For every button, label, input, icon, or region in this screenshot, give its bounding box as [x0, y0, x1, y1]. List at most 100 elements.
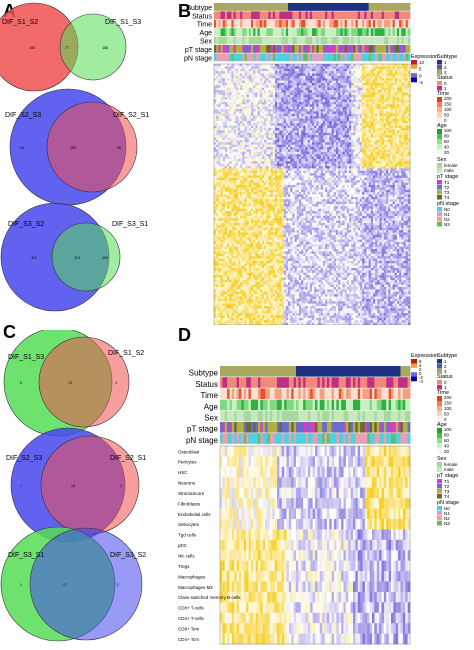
heatmap-b-legend-time-swatch-1	[437, 97, 442, 103]
heatmap-d-row-label-11: NK cells	[178, 554, 195, 559]
heatmap-d-row-label-3: HSC	[178, 470, 188, 475]
heatmap-d-legend-pn-swatch-1	[437, 506, 442, 511]
heatmap-b-legend-time-swatch-2	[437, 102, 442, 108]
heatmap-b-legend-subtype-swatch-2	[436, 64, 443, 70]
heatmap-b-legend-time-tick-4: 50	[444, 113, 450, 118]
venn-a-set-label-right-2: DIF_S2_S1	[113, 112, 149, 119]
venn-a-count-right-1: 188	[102, 46, 108, 50]
heatmap-b-track-label-4: Age	[200, 30, 213, 37]
heatmap-b-legend-pt-item-2: T2	[444, 185, 450, 190]
heatmap-d-row-label-7: Endothelial cells	[178, 512, 211, 517]
heatmap-d-track-6	[220, 422, 411, 433]
heatmap-b-track-label-2: Status	[192, 13, 212, 20]
venn-a-count-right-3: 109	[102, 256, 108, 260]
heatmap-b-track-7	[214, 53, 411, 62]
heatmap-d-row-label-13: Macrophages	[178, 574, 206, 579]
heatmap-b-legend-expression-swatch-3	[411, 68, 417, 74]
heatmap-d-row-label-14: Macrophages M2	[178, 585, 213, 590]
heatmap-b-legend-time-tick-5: 0	[444, 118, 447, 123]
heatmap-d-row-label-19: CD4+ Tcm	[178, 637, 199, 642]
heatmap-b-track-label-6: pT stage	[185, 47, 212, 54]
heatmap-d-legend-time-tick-3: 100	[444, 406, 452, 411]
heatmap-d-track-label-6: pT stage	[187, 425, 219, 434]
heatmap-d-track-label-5: Sex	[204, 414, 218, 423]
heatmap-b-legend-pt-title: pT stage	[437, 174, 458, 180]
heatmap-b-legend-subtype-item-2: 2	[444, 65, 447, 70]
heatmap-d-legend-expression-tick-1: 6	[419, 359, 422, 364]
venn-group-c: DIF_S1_S3 DIF_S1_S2 5 13 4 DIF_S2_S3 DIF_S2_S1…	[0, 330, 146, 642]
venn-c-set-label-left-1: DIF_S1_S3	[8, 354, 44, 361]
heatmap-d-legend-age-swatch-2	[437, 433, 442, 439]
heatmap-b-track-1	[214, 3, 411, 11]
heatmap-d-track-label-1: Subtype	[189, 369, 219, 378]
venn-c-set-label-right-3: DIF_S3_S2	[110, 552, 146, 559]
panel-label-d: D	[178, 325, 191, 345]
heatmap-b-legend-pt-item-4: T4	[444, 195, 450, 200]
heatmap-b-legend-expression-tick-3: 0	[419, 73, 422, 78]
heatmap-d-track-5	[220, 410, 411, 422]
heatmap-b-legend-age-swatch-2	[437, 134, 442, 140]
heatmap-d-legend-age-swatch-3	[437, 438, 442, 444]
heatmap-d-legend-age-tick-2: 80	[444, 433, 450, 438]
heatmap-b-legend-sex-swatch-1	[436, 162, 443, 168]
heatmap-b-legend-age-swatch-3	[437, 139, 442, 145]
heatmap-b-legend-pt-swatch-1	[437, 180, 442, 185]
venn-c-count-right-1: 4	[115, 381, 117, 385]
heatmap-b-legend-time-swatch-4	[437, 112, 442, 118]
heatmap-b-legend-subtype-swatch-1	[436, 59, 443, 65]
heatmap-d-legend-pt-item-1: T1	[444, 479, 450, 484]
heatmap-d-legend-pn-item-1: N0	[444, 506, 450, 511]
heatmap-d-row-label-17: CD4+ T-cells	[178, 616, 205, 621]
venn-c-set-label-right-2: DIF_S2_S1	[110, 455, 146, 462]
heatmap-b-legend-pt-item-3: T3	[444, 190, 450, 195]
heatmap-d-legend-expression-swatch-1	[411, 359, 417, 364]
venn-c-set-label-left-3: DIF_S3_S1	[8, 552, 44, 559]
heatmap-d-legend-age-tick-1: 100	[444, 427, 452, 432]
heatmap-d-legend-time-swatch-5	[437, 416, 442, 422]
heatmap-d-legend-subtype-swatch-1	[436, 358, 443, 364]
heatmap-d-legend-age-tick-3: 60	[444, 438, 450, 443]
venn-a-circle-right-2	[46, 101, 138, 193]
heatmap-d-legend-sex-title: Sex	[437, 456, 447, 462]
heatmap-b-legend-expression-swatch-4	[411, 73, 417, 78]
venn-a-circle-right-1	[59, 13, 127, 81]
heatmap-d-legend-time-title: Time	[437, 390, 449, 396]
heatmap-b-legend-pt-swatch-4	[437, 195, 442, 200]
heatmap-b-legend-expression-swatch-2	[411, 64, 417, 70]
heatmap-d-track-3	[220, 388, 411, 399]
heatmap-d-legend-age-tick-4: 40	[444, 444, 450, 449]
venn-a-count-left-2: 111	[19, 146, 24, 150]
heatmap-b-track-4	[214, 28, 411, 36]
heatmap-d-legend-age-tick-5: 20	[444, 449, 450, 454]
heatmap-d-legend-status-item-2: 1	[444, 385, 447, 390]
heatmap-b-legend-expression-tick-4: -5	[419, 80, 423, 85]
heatmap-b-legend-status-swatch-1	[437, 81, 442, 86]
heatmap-d-legend-expression-swatch-4	[411, 372, 417, 377]
heatmap-d-legend-status-title: Status	[437, 374, 453, 380]
heatmap-b-track-6	[214, 45, 411, 53]
heatmap-d-legend-time-swatch-4	[437, 411, 442, 417]
heatmap-b-legend-subtype-title: Subtype	[437, 54, 457, 60]
venn-a-circle-right-3	[51, 222, 121, 292]
heatmap-d-legend-pt-item-2: T2	[444, 484, 450, 489]
heatmap-b-matrix	[214, 64, 411, 325]
heatmap-b-legend-pn-item-4: N3	[444, 222, 450, 227]
heatmap-d-legend-pt-item-4: T4	[444, 494, 450, 499]
venn-c-set-label-left-2: DIF_S2_S3	[6, 455, 42, 462]
heatmap-b-legend-status-item-2: 1	[444, 86, 447, 91]
heatmap-b-legend-pn-item-1: N0	[444, 207, 450, 212]
venn-c-count-left-2: 7	[20, 484, 22, 488]
heatmap-b-track-label-5: Sex	[200, 39, 213, 46]
venn-c-count-left-3: 1	[20, 583, 22, 587]
heatmap-d-legend-pt-swatch-3	[437, 489, 442, 494]
heatmap-b-legend-expression-swatch-5	[411, 77, 417, 83]
heatmap-d-track-2	[220, 377, 411, 388]
heatmap-b-legend-pn-swatch-3	[437, 217, 442, 222]
venn-c-circle-right-2	[40, 435, 140, 535]
heatmap-b-legend-status-item-1: 0	[444, 81, 447, 86]
heatmap-d-legend-sex-swatch-2	[436, 466, 443, 472]
venn-a-count-overlap-1: 77	[65, 46, 69, 50]
heatmap-b-legend-status-title: Status	[437, 75, 453, 81]
heatmap-d-row-label-15: Class-switched memory B-cells	[178, 595, 241, 600]
heatmap-b-legend-sex-item-2: male	[444, 168, 454, 173]
